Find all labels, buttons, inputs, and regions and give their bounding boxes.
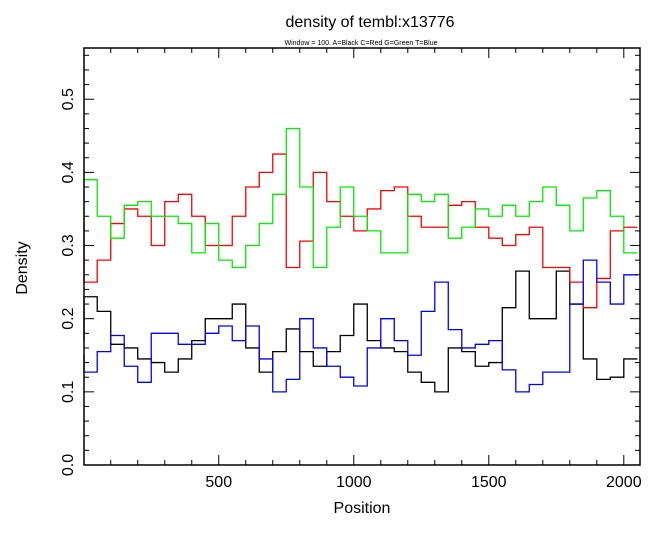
series-line-G: [83, 127, 638, 269]
y-tick-label: 0.1: [60, 381, 77, 403]
chart-title: density of tembl:x13776: [286, 14, 455, 31]
x-tick-label: 2000: [606, 474, 642, 491]
x-axis-label: Position: [334, 500, 391, 517]
series-layer: [83, 127, 638, 393]
plot-frame: [83, 47, 641, 466]
y-tick-label: 0.5: [60, 88, 77, 110]
y-axis-label: Density: [14, 241, 31, 294]
y-tick-label: 0.0: [60, 454, 77, 476]
axis-layer: 500 1000 1500 2000 0.0 0.1 0.2 0.3 0.4 0.5: [60, 48, 642, 491]
series-line-T: [83, 259, 638, 393]
x-tick-label: 500: [205, 474, 232, 491]
y-tick-label: 0.4: [60, 161, 77, 183]
series-line-C: [83, 153, 638, 309]
y-tick-label: 0.3: [60, 234, 77, 256]
y-tick-label: 0.2: [60, 307, 77, 329]
x-tick-label: 1000: [336, 474, 372, 491]
series-line-A: [83, 270, 638, 393]
x-tick-label: 1500: [471, 474, 507, 491]
chart-subtitle: Window = 100. A=Black C=Red G=Green T=Bl…: [285, 40, 438, 47]
